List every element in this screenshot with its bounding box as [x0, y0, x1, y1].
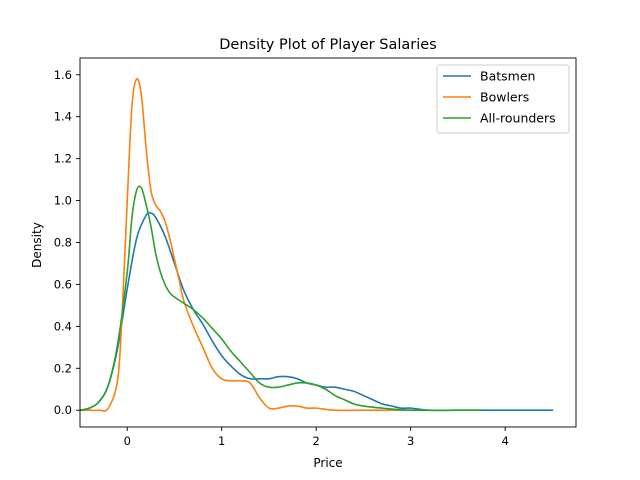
series-line-batsmen	[79, 211, 554, 412]
x-tick-label: 4	[501, 434, 508, 448]
legend-label-batsmen: Batsmen	[480, 69, 535, 84]
y-tick-label: 0.8	[54, 236, 72, 250]
y-tick-label: 1.2	[54, 152, 72, 166]
plot-frame	[79, 57, 577, 428]
legend-label-all-rounders: All-rounders	[480, 111, 556, 126]
series-lines	[79, 77, 554, 412]
y-tick-label: 1.4	[54, 110, 72, 124]
y-tick-label: 0.0	[54, 403, 72, 417]
y-tick-label: 0.6	[54, 277, 72, 291]
y-tick-label: 0.4	[54, 319, 72, 333]
x-tick-label: 0	[124, 434, 131, 448]
chart-title: Density Plot of Player Salaries	[219, 37, 436, 53]
x-axis-label: Price	[313, 456, 342, 470]
y-axis-ticks: 0.0 0.2 0.4 0.6 0.8 1.0 1.2 1.4 1.6	[54, 68, 80, 417]
y-tick-label: 1.6	[54, 68, 72, 82]
series-line-all-rounders	[79, 185, 483, 412]
x-axis-ticks: 0 1 2 3 4	[124, 427, 509, 448]
x-tick-label: 1	[218, 434, 225, 448]
x-tick-label: 2	[313, 434, 320, 448]
x-tick-label: 3	[407, 434, 414, 448]
y-tick-label: 0.2	[54, 361, 72, 375]
legend-box	[436, 64, 570, 134]
legend: Batsmen Bowlers All-rounders	[436, 64, 570, 134]
y-axis-label: Density	[30, 222, 44, 268]
series-line-bowlers	[79, 77, 412, 412]
y-tick-label: 1.0	[54, 194, 72, 208]
legend-label-bowlers: Bowlers	[480, 90, 529, 105]
